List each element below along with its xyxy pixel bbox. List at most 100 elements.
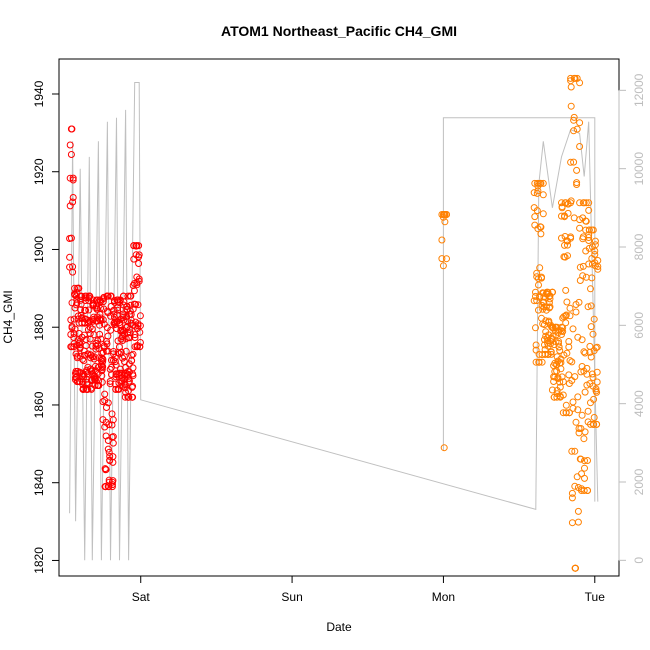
- data-point: [573, 179, 581, 187]
- data-point: [573, 166, 581, 174]
- data-point: [99, 348, 107, 356]
- data-point: [121, 381, 129, 389]
- data-point: [124, 292, 132, 300]
- x-tick-label: Sat: [132, 590, 151, 604]
- y-axis-left: 1820 1840 1860 1880 1900 1920 1940: [32, 80, 60, 574]
- data-point: [581, 388, 589, 396]
- data-point: [559, 328, 567, 335]
- x-axis-label: Date: [326, 620, 352, 634]
- y-tick-label-left: 1820: [32, 547, 46, 574]
- x-axis: Sat Sun Mon Tue: [132, 575, 605, 604]
- y-tick-label-left: 1920: [32, 158, 46, 185]
- data-point: [79, 385, 87, 393]
- data-point: [571, 74, 579, 82]
- data-point: [576, 199, 584, 207]
- data-point: [102, 483, 110, 491]
- data-point: [571, 564, 579, 572]
- data-point: [105, 448, 113, 456]
- data-point: [68, 299, 76, 307]
- x-tick-label: Mon: [432, 590, 455, 604]
- data-point: [103, 340, 111, 348]
- series-2: [438, 74, 602, 572]
- data-point: [577, 455, 585, 463]
- data-point: [78, 293, 86, 300]
- data-point: [111, 358, 119, 366]
- data-point: [569, 404, 577, 412]
- data-point: [69, 174, 77, 182]
- data-point: [581, 474, 588, 482]
- data-point: [133, 242, 141, 250]
- data-point: [441, 218, 449, 226]
- data-point: [562, 409, 570, 417]
- data-point: [82, 385, 90, 393]
- data-point: [94, 382, 102, 389]
- data-point: [69, 268, 77, 276]
- data-point: [127, 292, 135, 300]
- data-point: [576, 79, 584, 87]
- data-point: [80, 357, 88, 365]
- data-point: [129, 393, 137, 401]
- data-point: [99, 298, 107, 306]
- data-point: [134, 301, 142, 309]
- data-point: [566, 357, 574, 365]
- data-point: [586, 348, 594, 356]
- data-point: [114, 385, 122, 393]
- data-point: [108, 371, 115, 378]
- data-point: [571, 447, 579, 455]
- data-point: [87, 354, 95, 362]
- data-point: [108, 481, 116, 489]
- data-point: [555, 339, 562, 347]
- data-point: [129, 382, 137, 390]
- data-point: [104, 483, 112, 491]
- data-point: [439, 262, 447, 270]
- data-point: [108, 421, 116, 429]
- data-point: [570, 158, 578, 166]
- data-point: [590, 315, 598, 323]
- data-point: [587, 285, 594, 293]
- data-point: [558, 212, 565, 220]
- data-point: [535, 306, 542, 314]
- data-point: [589, 330, 597, 338]
- data-point: [546, 295, 554, 303]
- data-point: [100, 293, 108, 301]
- data-point: [119, 337, 127, 344]
- data-point: [90, 355, 98, 363]
- data-point: [587, 323, 595, 331]
- data-point: [581, 428, 589, 436]
- data-point: [135, 275, 143, 283]
- data-point: [559, 391, 567, 399]
- data-point: [553, 353, 561, 361]
- data-point: [567, 158, 575, 166]
- data-point: [73, 284, 81, 292]
- data-point: [539, 289, 547, 297]
- data-point: [562, 286, 570, 294]
- data-point: [587, 302, 595, 310]
- data-point: [584, 457, 591, 464]
- data-point: [573, 125, 581, 133]
- data-point: [584, 487, 591, 494]
- data-point: [535, 358, 543, 366]
- data-point: [104, 332, 112, 340]
- data-point: [133, 343, 141, 351]
- data-point: [589, 226, 597, 234]
- data-point: [71, 325, 79, 333]
- data-point: [132, 300, 140, 308]
- data-point: [537, 230, 545, 238]
- data-point: [581, 457, 588, 465]
- data-point: [567, 233, 575, 241]
- data-point: [106, 452, 114, 460]
- data-point: [582, 199, 590, 207]
- data-point: [94, 341, 102, 349]
- data-point: [104, 399, 112, 407]
- data-point: [123, 302, 131, 310]
- data-point: [79, 381, 87, 388]
- data-point: [443, 211, 450, 218]
- data-point: [567, 83, 575, 91]
- data-point: [440, 444, 448, 452]
- y-tick-label-right: 0: [632, 557, 646, 564]
- data-point: [581, 464, 588, 472]
- data-point: [532, 292, 539, 300]
- data-point: [97, 304, 104, 312]
- data-point: [564, 241, 571, 249]
- data-point: [136, 328, 144, 336]
